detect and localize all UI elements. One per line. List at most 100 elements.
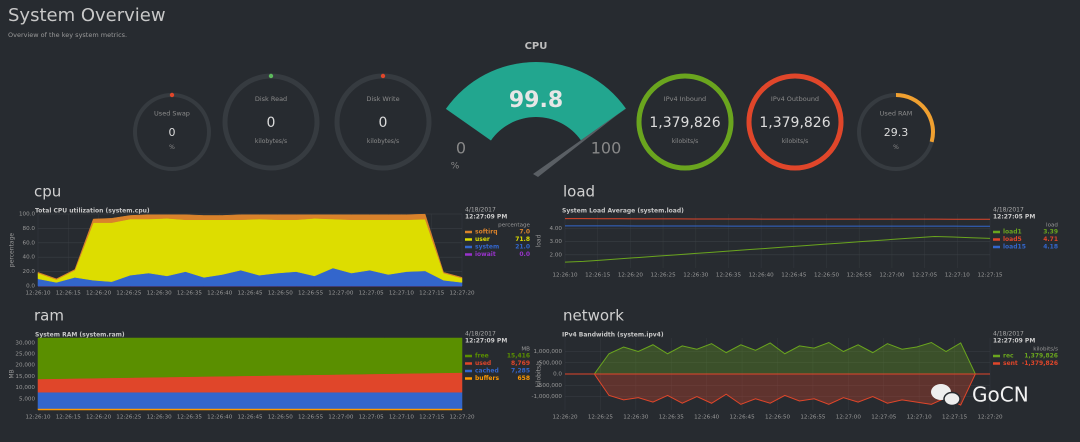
gauge-label: Used RAM xyxy=(880,110,913,118)
area xyxy=(37,391,463,409)
section-title: ram xyxy=(34,307,64,325)
gauge-marker xyxy=(380,73,386,79)
x-tick-label: 12:26:45 xyxy=(237,291,263,297)
y-tick-label: 40.0 xyxy=(23,255,36,261)
x-tick-label: 12:27:10 xyxy=(945,273,971,279)
legend-value: 0.0 xyxy=(519,251,530,258)
gauge-unit: % xyxy=(169,144,175,151)
section-title: load xyxy=(563,183,595,201)
x-tick-label: 12:26:35 xyxy=(177,291,203,297)
legend-time: 12:27:09 PM xyxy=(465,214,507,221)
legend-name: softirq xyxy=(475,229,497,236)
gauge-arc xyxy=(746,73,844,171)
x-tick-label: 12:27:10 xyxy=(389,415,415,421)
chart-panel: load System Load Average (system.load) loa… xyxy=(536,183,1059,279)
x-tick-label: 12:26:25 xyxy=(116,415,142,421)
gauge-marker xyxy=(268,73,274,79)
legend-value: 21.0 xyxy=(515,244,530,251)
legend-date: 4/18/2017 xyxy=(465,331,496,338)
gauge-label: Disk Read xyxy=(255,95,287,103)
legend-name: system xyxy=(475,244,499,251)
gauge-label: IPv4 Inbound xyxy=(664,95,706,103)
gauge-value: 1,379,826 xyxy=(649,115,720,131)
x-tick-label: 12:27:20 xyxy=(449,291,475,297)
watermark: GoCN xyxy=(931,383,1029,407)
legend-value: 7.0 xyxy=(519,229,530,236)
legend-value: 4.18 xyxy=(1043,244,1058,251)
x-tick-label: 12:26:30 xyxy=(683,273,709,279)
x-tick-label: 12:27:15 xyxy=(419,291,445,297)
cpu-gauge-min: 0 xyxy=(456,139,466,158)
x-tick-label: 12:26:45 xyxy=(237,415,263,421)
x-tick-label: 12:26:25 xyxy=(116,291,142,297)
x-tick-label: 12:27:05 xyxy=(871,415,897,421)
legend-name: cached xyxy=(475,368,499,375)
y-tick-label: 0.0 xyxy=(26,284,35,290)
legend-value: 8,769 xyxy=(511,360,530,367)
area xyxy=(37,337,463,380)
legend-name: used xyxy=(475,360,491,367)
legend-name: iowait xyxy=(475,251,496,258)
x-tick-label: 12:26:50 xyxy=(765,415,791,421)
y-tick-label: 1,000,000 xyxy=(534,349,563,355)
cpu-gauge-title: CPU xyxy=(525,41,548,52)
x-tick-label: 12:26:35 xyxy=(716,273,742,279)
x-tick-label: 12:26:15 xyxy=(56,291,82,297)
y-tick-label: 0.0 xyxy=(553,372,562,378)
x-tick-label: 12:26:20 xyxy=(86,415,112,421)
y-axis-label: MB xyxy=(9,369,16,378)
y-tick-label: 20.0 xyxy=(23,269,36,275)
y-axis-label: load xyxy=(536,234,543,247)
x-tick-label: 12:27:00 xyxy=(879,273,905,279)
legend-units: kilobits/s xyxy=(1033,347,1058,353)
y-tick-label: 30,000 xyxy=(15,340,35,346)
x-tick-label: 12:27:15 xyxy=(942,415,968,421)
x-tick-label: 12:26:10 xyxy=(25,415,51,421)
legend-name: load5 xyxy=(1003,236,1022,243)
gauge-value: 0 xyxy=(169,126,176,139)
gauge-unit: kilobits/s xyxy=(672,138,699,145)
y-tick-label: 500,000 xyxy=(539,360,563,366)
legend-name: sent xyxy=(1003,360,1018,367)
x-tick-label: 12:26:15 xyxy=(56,415,82,421)
legend-name: load15 xyxy=(1003,244,1026,251)
legend-name: buffers xyxy=(475,375,499,382)
chart-title: System RAM (system.ram) xyxy=(35,332,125,339)
legend-units: percentage xyxy=(498,223,530,229)
x-tick-label: 12:26:40 xyxy=(207,415,233,421)
cpu-gauge-value: 99.8 xyxy=(509,88,563,113)
y-tick-label: 25,000 xyxy=(15,351,35,357)
x-tick-label: 12:26:55 xyxy=(298,291,324,297)
x-tick-label: 12:26:35 xyxy=(659,415,685,421)
y-tick-label: -1,000,000 xyxy=(532,394,563,400)
gauge-marker xyxy=(169,92,175,98)
x-tick-label: 12:27:10 xyxy=(389,291,415,297)
legend-units: MB xyxy=(521,347,530,353)
y-tick-label: 5,000 xyxy=(19,396,35,402)
x-tick-label: 12:26:20 xyxy=(552,415,578,421)
legend-units: load xyxy=(1046,223,1058,229)
gauge-label: Used Swap xyxy=(154,110,190,118)
line xyxy=(565,218,990,220)
y-tick-label: 80.0 xyxy=(23,226,36,232)
x-tick-label: 12:26:45 xyxy=(730,415,756,421)
y-axis-label: percentage xyxy=(9,233,16,267)
y-tick-label: 100.0 xyxy=(19,212,35,218)
legend-value: 4.71 xyxy=(1043,236,1058,243)
page-subtitle: Overview of the key system metrics. xyxy=(8,31,127,39)
gauge-label: Disk Write xyxy=(366,95,399,103)
legend-time: 12:27:09 PM xyxy=(993,338,1035,345)
gauge-unit: % xyxy=(893,144,899,151)
x-tick-label: 12:26:55 xyxy=(847,273,873,279)
x-tick-label: 12:27:20 xyxy=(977,415,1003,421)
x-tick-label: 12:27:05 xyxy=(359,291,385,297)
x-tick-label: 12:27:00 xyxy=(836,415,862,421)
gauge-label: IPv4 Outbound xyxy=(771,95,819,103)
x-tick-label: 12:27:00 xyxy=(328,291,354,297)
legend-name: rec xyxy=(1003,353,1014,360)
area xyxy=(37,213,463,280)
gauge-unit: kilobytes/s xyxy=(367,138,399,145)
watermark-icon xyxy=(943,391,961,407)
gauge-value: 29.3 xyxy=(884,126,909,139)
